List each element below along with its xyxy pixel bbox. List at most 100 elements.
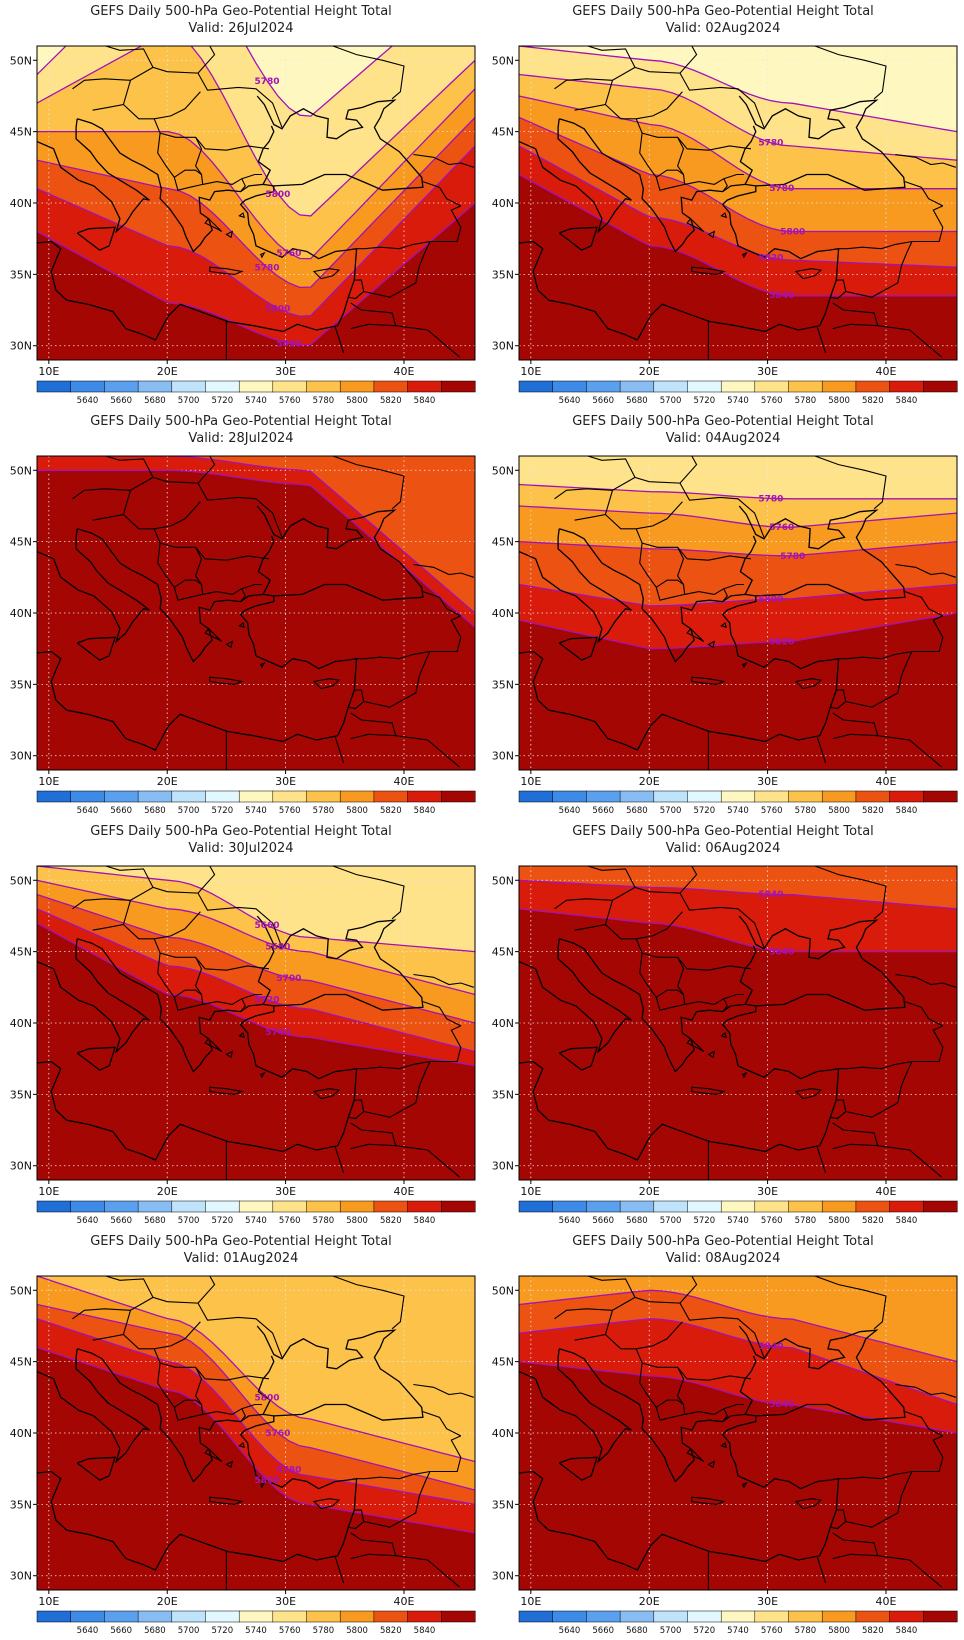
coastline <box>76 226 117 251</box>
country-border <box>72 488 131 500</box>
x-tick-label: 10E <box>38 1185 59 1198</box>
map-panel-4: GEFS Daily 500-hPa Geo-Potential Height … <box>482 410 964 820</box>
island-outline <box>225 1050 234 1059</box>
contour-label: 5840 <box>769 947 794 957</box>
x-tick-label: 20E <box>639 1595 660 1608</box>
colorbar-swatch <box>855 1200 891 1213</box>
colorbar-label: 5760 <box>279 1626 301 1636</box>
colorbar-label: 5680 <box>144 1216 166 1226</box>
colorbar-swatch <box>586 1200 621 1213</box>
height-contour <box>37 88 475 260</box>
colorbar-swatch <box>36 1610 72 1623</box>
coastline <box>256 915 424 1011</box>
colorbar-swatch <box>889 1610 924 1623</box>
colorbar-label: 5780 <box>795 1216 817 1226</box>
country-border <box>123 1334 262 1421</box>
island-outline <box>741 1481 748 1489</box>
island-outline <box>204 1037 223 1052</box>
colorbar-label: 5800 <box>346 396 368 406</box>
colorbar-label: 5780 <box>313 396 335 406</box>
contour-label: 5800 <box>254 1393 279 1403</box>
country-border <box>363 1471 431 1528</box>
coastline <box>519 938 840 1161</box>
x-tick-label: 40E <box>393 1595 414 1608</box>
y-tick-label: 35N <box>10 1498 32 1511</box>
x-tick-label: 30E <box>275 775 296 788</box>
colorbar-label: 5700 <box>660 1626 682 1636</box>
coastline <box>738 1325 906 1421</box>
map-plot: 5780 5780 5800 5820 5840 <box>519 46 957 360</box>
colorbar-label: 5700 <box>660 396 682 406</box>
country-border <box>332 1276 405 1330</box>
country-border <box>395 325 460 358</box>
contour-label: 5780 <box>758 494 783 504</box>
country-border <box>574 66 765 128</box>
coastline <box>37 1348 150 1464</box>
colorbar-swatch <box>720 380 756 393</box>
colorbar: 5640 5660 5680 5700 5720 5740 5760 5780 5800 5820… <box>518 790 958 816</box>
country-border <box>197 456 216 484</box>
colorbar-swatch <box>70 790 105 803</box>
country-border <box>641 132 752 151</box>
country-border <box>877 1145 942 1178</box>
x-tick-label: 40E <box>393 1185 414 1198</box>
colorbar-label: 5660 <box>110 806 132 816</box>
island-outline <box>312 678 341 690</box>
colorbar-label: 5820 <box>862 1216 884 1226</box>
colorbar-swatch <box>306 1200 341 1213</box>
country-border <box>123 104 262 191</box>
contour-label: 5680 <box>265 942 290 952</box>
y-tick-label: 50N <box>10 1284 32 1297</box>
country-border <box>554 898 613 910</box>
country-border <box>676 1367 686 1415</box>
x-tick-label: 40E <box>875 365 896 378</box>
country-border <box>816 737 827 764</box>
x-tick-label: 10E <box>520 775 541 788</box>
country-border <box>904 1001 944 1027</box>
country-border <box>240 178 246 192</box>
contour-label: 5700 <box>276 974 301 984</box>
country-border <box>722 588 728 602</box>
island-outline <box>259 251 266 259</box>
country-border <box>587 1276 636 1298</box>
country-border <box>72 898 131 910</box>
y-tick-label: 45N <box>492 1356 514 1369</box>
colorbar-swatch <box>238 380 274 393</box>
height-contour <box>37 1276 475 1463</box>
map-panel-8: GEFS Daily 500-hPa Geo-Potential Height … <box>482 1230 964 1640</box>
y-tick-label: 40N <box>10 1427 32 1440</box>
colorbar-swatch <box>171 1610 207 1623</box>
country-border <box>350 302 397 330</box>
country-border <box>554 78 613 90</box>
island-outline <box>209 676 244 685</box>
colorbar-label: 5740 <box>245 1216 267 1226</box>
y-tick-label: 40N <box>10 197 32 210</box>
country-border <box>587 866 636 888</box>
country-border <box>194 957 204 1005</box>
y-tick-label: 35N <box>492 1498 514 1511</box>
country-border <box>334 1557 345 1584</box>
map-plot: 5780 5760 5780 5800 5820 <box>519 456 957 770</box>
island-outline <box>238 212 246 219</box>
panel-valid-date: Valid: 28Jul2024 <box>188 431 294 446</box>
coastline <box>739 1355 757 1415</box>
country-border <box>814 866 887 920</box>
colorbar-swatch <box>441 790 476 803</box>
coastline <box>519 528 840 751</box>
colorbar-label: 5640 <box>77 1626 99 1636</box>
colorbar-swatch <box>788 790 823 803</box>
country-border <box>332 46 405 100</box>
colorbar-label: 5840 <box>896 806 918 816</box>
x-tick-label: 30E <box>757 1595 778 1608</box>
y-tick-label: 45N <box>492 946 514 959</box>
y-tick-label: 35N <box>492 678 514 691</box>
height-band <box>37 470 475 770</box>
island-outline <box>741 1071 748 1079</box>
country-border <box>895 153 956 168</box>
island-outline <box>720 1442 728 1449</box>
x-tick-label: 30E <box>275 365 296 378</box>
country-border <box>895 973 956 988</box>
coastline <box>37 938 358 1161</box>
island-outline <box>238 1032 246 1039</box>
colorbar-label: 5780 <box>795 396 817 406</box>
